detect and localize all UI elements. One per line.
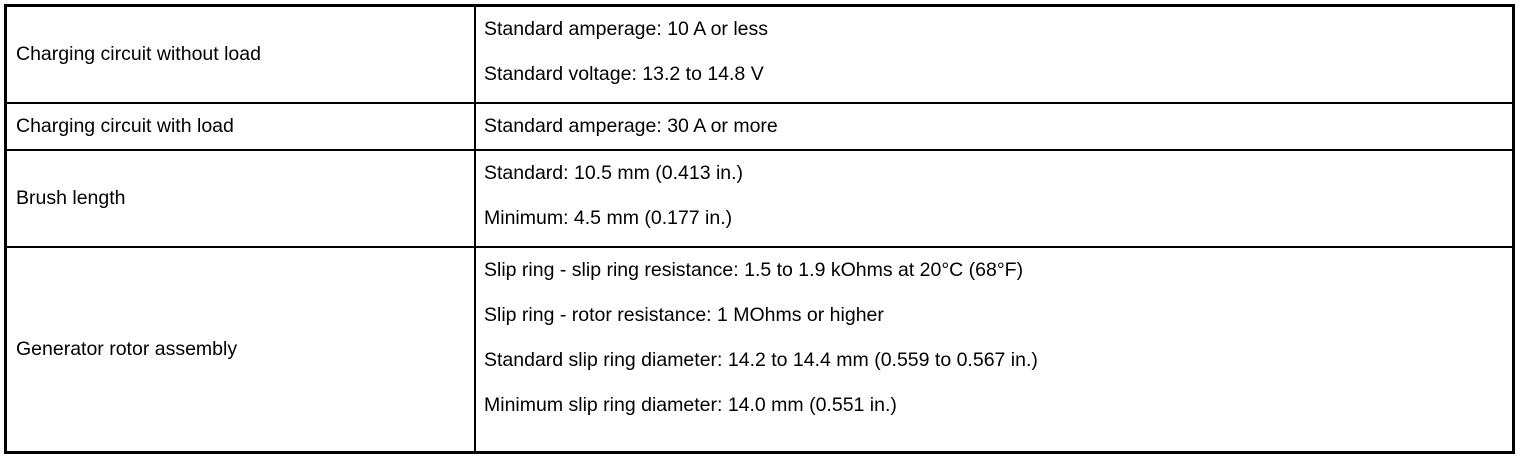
spec-value: Minimum: 4.5 mm (0.177 in.): [484, 206, 733, 229]
spec-value: Standard voltage: 13.2 to 14.8 V: [484, 63, 764, 85]
row-values-cell: Standard: 10.5 mm (0.413 in.) Minimum: 4…: [474, 148, 1515, 248]
row-values-cell: Standard amperage: 10 A or less Standard…: [474, 4, 1515, 104]
spec-value: Standard: 10.5 mm (0.413 in.): [484, 161, 744, 184]
spec-value: Slip ring - rotor resistance: 1 MOhms or…: [484, 303, 884, 326]
row-label: Brush length: [16, 186, 126, 209]
spec-value: Standard amperage: 10 A or less: [484, 18, 769, 40]
specification-table: Charging circuit without load Standard a…: [4, 4, 1515, 454]
spec-value: Standard slip ring diameter: 14.2 to 14.…: [484, 348, 1038, 371]
row-label-cell: Charging circuit with load: [4, 101, 476, 151]
row-label-cell: Generator rotor assembly: [4, 245, 476, 454]
row-label: Charging circuit without load: [16, 42, 261, 65]
row-label: Generator rotor assembly: [16, 337, 238, 360]
spec-value: Standard amperage: 30 A or more: [484, 114, 778, 137]
row-values-cell: Slip ring - slip ring resistance: 1.5 to…: [474, 245, 1515, 454]
spec-value: Minimum slip ring diameter: 14.0 mm (0.5…: [484, 393, 897, 416]
table-row: Charging circuit without load Standard a…: [4, 4, 1515, 104]
row-values-cell: Standard amperage: 30 A or more: [474, 101, 1515, 151]
spec-value: Slip ring - slip ring resistance: 1.5 to…: [484, 258, 1024, 281]
table-row: Charging circuit with load Standard ampe…: [4, 101, 1515, 151]
table-row: Generator rotor assembly Slip ring - sli…: [4, 245, 1515, 454]
table-row: Brush length Standard: 10.5 mm (0.413 in…: [4, 148, 1515, 248]
row-label-cell: Brush length: [4, 148, 476, 248]
row-label: Charging circuit with load: [16, 114, 234, 137]
row-label-cell: Charging circuit without load: [4, 4, 476, 104]
